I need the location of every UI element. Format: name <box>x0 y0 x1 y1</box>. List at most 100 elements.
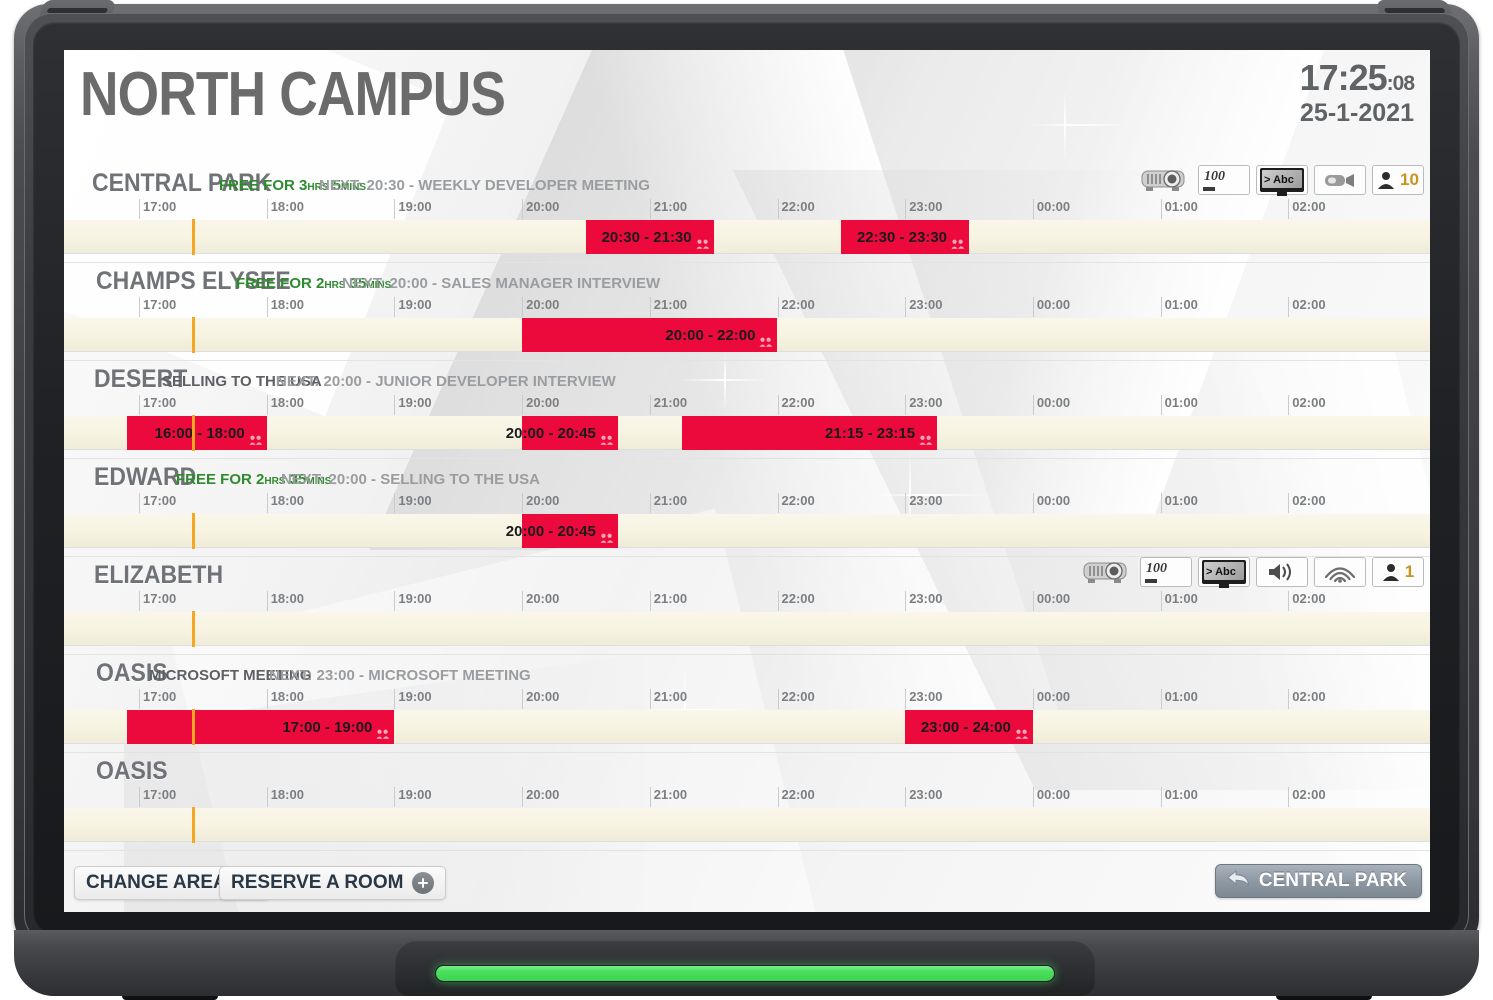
timeline-tick: 20:00 <box>522 199 559 219</box>
timeline-ticks: 17:00 18:00 19:00 20:00 21:00 22:00 23:00 00:00… <box>64 591 1430 611</box>
timeline-tick: 00:00 <box>1032 297 1070 317</box>
timeline-track[interactable] <box>64 611 1430 647</box>
timeline-tick: 01:00 <box>1160 787 1198 807</box>
room-list: CENTRAL PARK FREE FOR 3HRS 5MINS NEXT: 20:… <box>64 165 1430 851</box>
room-header: CHAMPS ELYSEE FREE FOR 2HRS 35MINS NEXT: 2… <box>64 263 1430 297</box>
back-to-central-park-button[interactable]: CENTRAL PARK <box>1214 864 1422 898</box>
booking-block[interactable]: 20:00 - 20:45 <box>506 514 618 548</box>
timeline-tick: 23:00 <box>905 395 942 415</box>
timeline-tick: 22:00 <box>777 689 815 709</box>
current-time-marker <box>192 807 196 843</box>
room-name: ELIZABETH <box>94 561 224 589</box>
booking-block[interactable]: 16:00 - 18:00 <box>127 416 267 450</box>
timeline-tick: 21:00 <box>649 689 687 709</box>
people-icon <box>600 435 614 445</box>
timeline-tick: 22:00 <box>777 591 815 611</box>
room-header: CENTRAL PARK FREE FOR 3HRS 5MINS NEXT: 20:… <box>64 165 1430 199</box>
room-row[interactable]: OASIS 17:00 18:00 19:00 20:00 21:00 22:00 23:00… <box>64 753 1430 851</box>
capacity-icon: 10 <box>1372 165 1424 195</box>
booking-block[interactable]: 21:15 - 23:15 <box>681 416 938 450</box>
booking-block[interactable]: 22:30 - 23:30 <box>841 220 970 254</box>
timeline-tick: 00:00 <box>1032 395 1070 415</box>
room-name: CHAMPS ELYSEE <box>96 267 291 295</box>
room-row[interactable]: ELIZABETH 100 > Abc 1 <box>64 557 1430 655</box>
current-time-marker <box>192 611 196 647</box>
timeline-tick: 01:00 <box>1160 395 1198 415</box>
room-header: DESERT SELLING TO THE USA NEXT: 20:00 - JU… <box>64 361 1430 395</box>
speaker-icon <box>1256 557 1308 587</box>
booking-block[interactable]: 20:00 - 22:00 <box>522 318 778 352</box>
timeline-tick: 00:00 <box>1032 689 1070 709</box>
amenity-tray: 100 > Abc 1 <box>1078 557 1424 588</box>
room-row[interactable]: DESERT SELLING TO THE USA NEXT: 20:00 - JU… <box>64 361 1430 459</box>
timeline-tick: 19:00 <box>394 689 432 709</box>
timeline-tick: 19:00 <box>394 591 432 611</box>
booking-block[interactable]: 17:00 - 19:00 <box>127 710 395 744</box>
room-header: ELIZABETH 100 > Abc 1 <box>64 557 1430 591</box>
whiteboard-value: 100 <box>1204 169 1225 184</box>
room-header: OASIS MICROSOFT MEETING NEXT: 23:00 - MICR… <box>64 655 1430 689</box>
timeline-track[interactable]: 20:00 - 20:45 <box>64 513 1430 549</box>
timeline-ticks: 17:00 18:00 19:00 20:00 21:00 22:00 23:00 00:00… <box>64 297 1430 317</box>
timeline-track[interactable]: 17:00 - 19:00 23:00 - 24:00 <box>64 709 1430 745</box>
timeline-tick: 23:00 <box>905 787 942 807</box>
timeline-tick: 17:00 <box>139 493 176 513</box>
timeline-track[interactable]: 16:00 - 18:00 20:00 - 20:45 21:15 - 23:1… <box>64 415 1430 451</box>
room-row[interactable]: EDWARD FREE FOR 2HRS 35MINS NEXT: 20:00 - … <box>64 459 1430 557</box>
booking-label: 16:00 - 18:00 <box>154 424 245 442</box>
timeline-tick: 20:00 <box>522 297 559 317</box>
room-header: OASIS <box>64 753 1430 787</box>
back-arrow-icon <box>1225 868 1251 894</box>
timeline-tick: 02:00 <box>1288 493 1326 513</box>
timeline-tick: 21:00 <box>649 297 687 317</box>
people-icon <box>376 729 390 739</box>
timeline-tick: 02:00 <box>1288 199 1326 219</box>
timeline-tick: 22:00 <box>777 395 815 415</box>
booking-block[interactable]: 20:30 - 21:30 <box>585 220 714 254</box>
timeline-tick: 00:00 <box>1032 199 1070 219</box>
booking-block[interactable]: 20:00 - 20:45 <box>506 416 618 450</box>
projector-icon <box>1078 557 1134 587</box>
timeline-tick: 18:00 <box>266 199 304 219</box>
room-name: OASIS <box>96 757 168 785</box>
capacity-value: 1 <box>1404 562 1415 581</box>
booking-label: 20:00 - 20:45 <box>505 522 596 540</box>
booking-label: 23:00 - 24:00 <box>920 718 1011 736</box>
timeline-tick: 20:00 <box>522 787 559 807</box>
timeline-track[interactable]: 20:00 - 22:00 <box>64 317 1430 353</box>
reserve-a-room-button[interactable]: RESERVE A ROOM <box>219 866 447 900</box>
change-area-label: CHANGE AREA <box>86 872 227 893</box>
capacity-value: 10 <box>1400 170 1419 189</box>
room-row[interactable]: OASIS MICROSOFT MEETING NEXT: 23:00 - MICR… <box>64 655 1430 753</box>
timeline-tick: 21:00 <box>649 591 687 611</box>
clock-seconds: :08 <box>1386 72 1415 95</box>
timeline-ticks: 17:00 18:00 19:00 20:00 21:00 22:00 23:00 00:00… <box>64 199 1430 219</box>
timeline-track[interactable]: 20:30 - 21:30 22:30 - 23:30 <box>64 219 1430 255</box>
timeline-tick: 02:00 <box>1288 297 1326 317</box>
timeline-tick: 23:00 <box>905 199 942 219</box>
room-row[interactable]: CHAMPS ELYSEE FREE FOR 2HRS 35MINS NEXT: 2… <box>64 263 1430 361</box>
timeline-tick: 22:00 <box>777 493 815 513</box>
display-value: > Abc <box>1206 566 1236 578</box>
timeline-tick: 23:00 <box>905 689 942 709</box>
people-icon <box>249 435 262 445</box>
wifi-icon <box>1314 557 1366 587</box>
timeline-track[interactable] <box>64 807 1430 843</box>
timeline-tick: 18:00 <box>266 591 304 611</box>
room-name: CENTRAL PARK <box>92 169 272 197</box>
projector-icon <box>1136 165 1192 195</box>
display-icon: > Abc <box>1256 165 1308 196</box>
display-value: > Abc <box>1264 174 1294 186</box>
timeline-ticks: 17:00 18:00 19:00 20:00 21:00 22:00 23:00 00:00… <box>64 787 1430 807</box>
booking-label: 20:00 - 20:45 <box>505 424 596 442</box>
people-icon <box>759 337 773 347</box>
status-led <box>435 965 1055 982</box>
room-row[interactable]: CENTRAL PARK FREE FOR 3HRS 5MINS NEXT: 20:… <box>64 165 1430 263</box>
timeline-tick: 02:00 <box>1288 787 1326 807</box>
timeline-tick: 01:00 <box>1160 493 1198 513</box>
timeline-tick: 00:00 <box>1032 787 1070 807</box>
room-next-meeting: NEXT: 20:00 - JUNIOR DEVELOPER INTERVIEW <box>276 373 616 390</box>
booking-block[interactable]: 23:00 - 24:00 <box>905 710 1033 744</box>
timeline-tick: 17:00 <box>139 689 176 709</box>
